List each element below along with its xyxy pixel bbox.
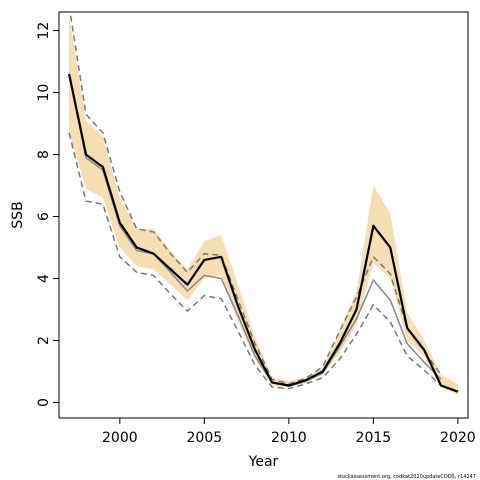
ssb-estimate-line	[68, 73, 459, 393]
plot-frame	[58, 11, 469, 419]
x-tick-label: 2005	[187, 430, 223, 446]
y-axis-title: SSB	[10, 201, 26, 228]
series-group	[68, 12, 459, 395]
y-tick-label: 10	[36, 84, 52, 102]
y-tick-label: 0	[36, 398, 52, 407]
axes: 2000 2005 2010 2015 2020 0 2 4 6 8 10 12	[36, 22, 476, 446]
previous-estimate-line	[68, 73, 442, 388]
y-tick-label: 12	[36, 22, 52, 40]
plot-area	[68, 12, 459, 395]
previous-upper-bound-line	[69, 12, 442, 385]
x-tick-label: 2000	[102, 430, 138, 446]
confidence-band	[69, 15, 458, 395]
y-tick-label: 8	[36, 150, 52, 159]
y-tick-label: 6	[36, 212, 52, 221]
y-tick-label: 4	[36, 274, 52, 283]
y-tick-label: 2	[36, 336, 52, 345]
x-axis-title: Year	[248, 454, 279, 470]
previous-lower-bound-line	[68, 132, 442, 390]
x-tick-label: 2020	[440, 430, 476, 446]
x-tick-label: 2015	[356, 430, 392, 446]
credit-text: stockassessment.org, codkat2020updateCOD…	[337, 474, 476, 480]
x-tick-label: 2010	[271, 430, 307, 446]
